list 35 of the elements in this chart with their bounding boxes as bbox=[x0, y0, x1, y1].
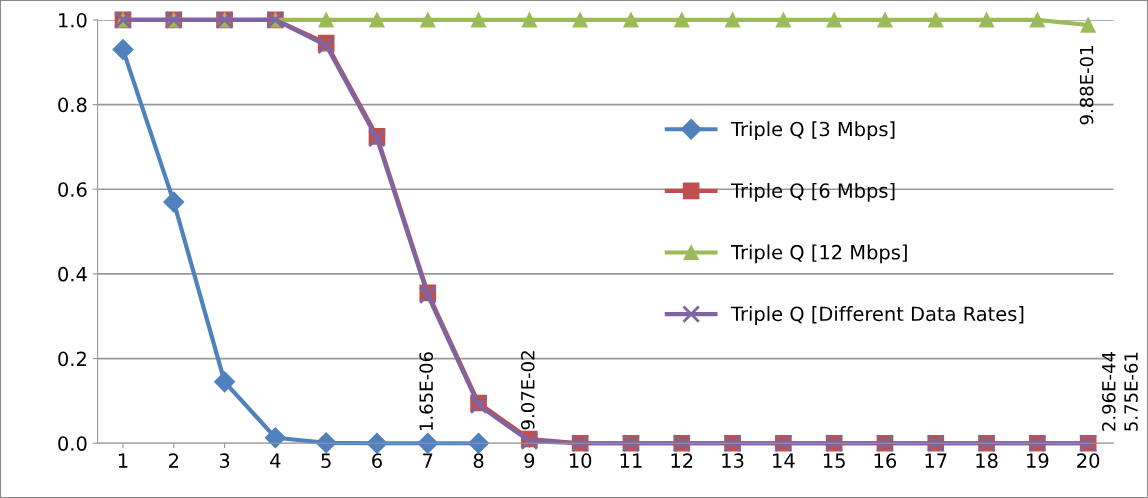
x-tick-label: 8 bbox=[473, 453, 484, 468]
x-tick-label: 18 bbox=[976, 453, 998, 468]
x-tick-label: 12 bbox=[671, 453, 693, 468]
y-tick-label: 0.2 bbox=[58, 351, 86, 367]
x-tick-label: 7 bbox=[423, 453, 433, 468]
legend-label: Triple Q [12 Mbps] bbox=[730, 244, 907, 264]
annotation: 5.75E-61 bbox=[1124, 352, 1138, 431]
x-tick-label: 11 bbox=[620, 453, 642, 468]
y-tick-label: 0.4 bbox=[58, 266, 87, 282]
x-tick-label: 10 bbox=[569, 453, 592, 468]
x-tick-label: 6 bbox=[372, 453, 382, 468]
legend-label: Triple Q [3 Mbps] bbox=[730, 121, 895, 141]
x-tick-label: 20 bbox=[1077, 453, 1100, 468]
x-tick-label: 15 bbox=[823, 453, 845, 468]
legend-label: Triple Q [Different Data Rates] bbox=[730, 306, 1024, 325]
annotation: 2.96E-44 bbox=[1101, 352, 1116, 431]
x-tick-label: 14 bbox=[773, 453, 795, 468]
annotation: 9.07E-02 bbox=[520, 351, 535, 430]
annotation: 9.88E-01 bbox=[1079, 46, 1094, 125]
y-tick-label: 0.8 bbox=[58, 97, 87, 113]
x-tick-label: 19 bbox=[1027, 453, 1049, 468]
x-tick-label: 3 bbox=[219, 453, 230, 468]
x-tick-label: 5 bbox=[321, 453, 331, 468]
x-tick-label: 1 bbox=[118, 453, 128, 468]
y-tick-label: 1.0 bbox=[59, 12, 87, 28]
x-tick-label: 9 bbox=[524, 453, 535, 468]
x-tick-label: 4 bbox=[270, 453, 281, 468]
y-tick-label: 0.0 bbox=[58, 436, 87, 451]
legend-label: Triple Q [6 Mbps] bbox=[730, 182, 895, 202]
annotation: 1.65E-06 bbox=[419, 352, 434, 431]
y-tick-label: 0.6 bbox=[58, 182, 87, 197]
x-tick-label: 17 bbox=[925, 453, 947, 468]
x-tick-label: 2 bbox=[169, 453, 179, 468]
x-tick-label: 16 bbox=[874, 453, 897, 468]
x-tick-label: 13 bbox=[722, 453, 744, 468]
